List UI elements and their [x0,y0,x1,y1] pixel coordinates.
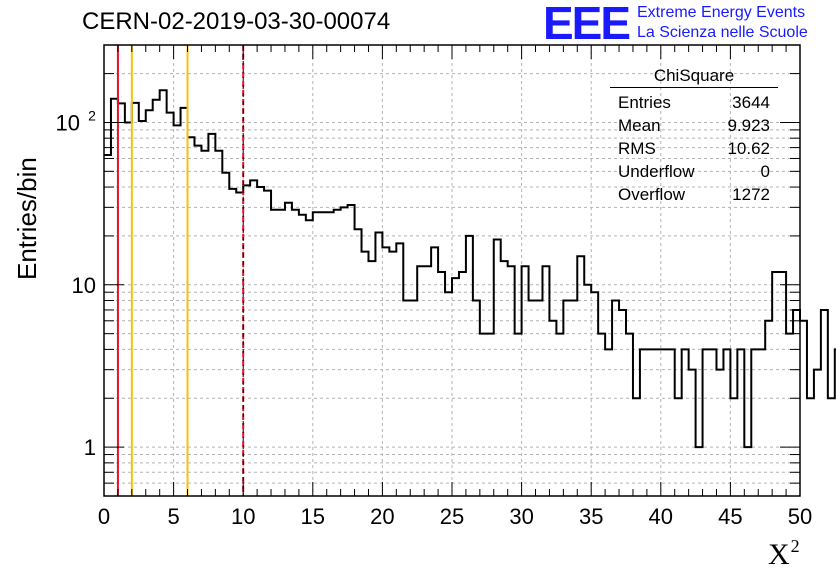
x-axis-label-sup: 2 [790,536,800,556]
threshold-lines [116,45,245,496]
stats-row: Entries 3644 [610,91,778,114]
stats-value: 9.923 [727,116,770,135]
y-axis-label: Entries/bin [12,157,42,280]
x-tick-label: 40 [649,504,673,529]
x-tick-label: 35 [579,504,603,529]
y-tick-label-exponent: 2 [88,107,96,123]
x-tick-label: 25 [440,504,464,529]
axis-ticks [103,45,801,496]
x-axis-label: X2 [768,536,800,572]
x-tick-label: 30 [509,504,533,529]
x-tick-label: 50 [788,504,812,529]
stats-label: Underflow [618,162,695,181]
stats-row: Mean 9.923 [610,114,778,137]
x-tick-label: 5 [167,504,179,529]
stats-value: 10.62 [727,139,770,158]
logo-line-1: Extreme Energy Events [637,4,806,21]
stats-label: Overflow [618,185,686,204]
y-tick-label: 10 [72,273,96,298]
run-title: CERN-02-2019-03-30-00074 [82,8,391,35]
y-tick-label: 10 [56,110,80,135]
plot-grid [104,45,800,496]
x-axis-label-text: X [768,538,790,571]
axis-tick-labels: 0 5 10 15 20 25 30 35 40 45 50 1 10 10 2 [56,107,813,529]
histogram-outline [104,89,836,449]
stats-value: 1272 [732,185,770,204]
stats-row: Underflow 0 [610,160,778,183]
stats-title: ChiSquare [610,66,778,88]
logo-line-2: La Scienza nelle Scuole [637,24,808,41]
stats-label: Entries [618,93,671,112]
x-tick-label: 45 [718,504,742,529]
x-tick-label: 10 [231,504,255,529]
x-tick-label: 15 [301,504,325,529]
eee-logo: EEE [543,0,631,49]
y-tick-label: 1 [84,435,96,460]
stats-value: 0 [760,162,770,181]
x-tick-label: 20 [370,504,394,529]
stats-box: ChiSquare Entries 3644 Mean 9.923 RMS 10.62… [610,66,778,206]
stats-row: Overflow 1272 [610,183,778,206]
stats-row: RMS 10.62 [610,137,778,160]
x-tick-label: 0 [98,504,110,529]
histogram-series [104,89,836,449]
stats-label: Mean [618,116,661,135]
stats-label: RMS [618,139,656,158]
stats-value: 3644 [732,93,770,112]
